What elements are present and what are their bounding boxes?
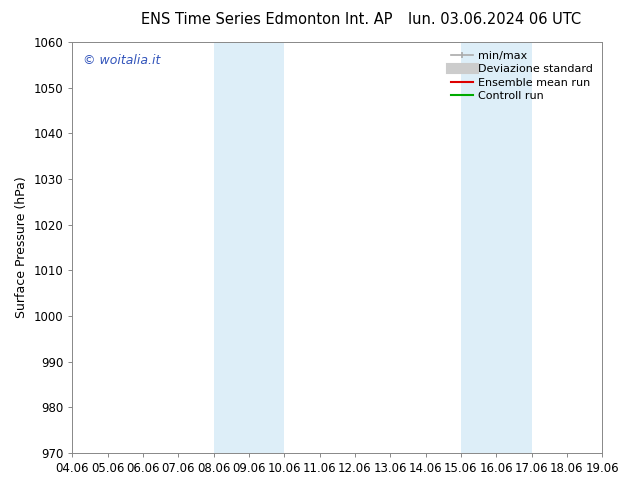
- Text: ENS Time Series Edmonton Int. AP: ENS Time Series Edmonton Int. AP: [141, 12, 392, 27]
- Bar: [214, 42, 284, 453]
- Text: lun. 03.06.2024 06 UTC: lun. 03.06.2024 06 UTC: [408, 12, 581, 27]
- Legend: min/max, Deviazione standard, Ensemble mean run, Controll run: min/max, Deviazione standard, Ensemble m…: [448, 48, 597, 104]
- Y-axis label: Surface Pressure (hPa): Surface Pressure (hPa): [15, 176, 28, 318]
- Bar: [461, 42, 531, 453]
- Text: © woitalia.it: © woitalia.it: [83, 54, 160, 68]
